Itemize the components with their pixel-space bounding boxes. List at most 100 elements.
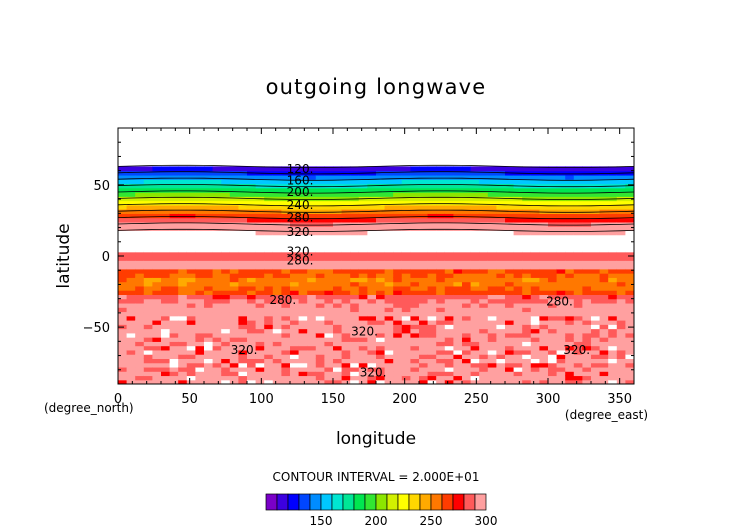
heatmap-cell [599, 247, 609, 253]
heatmap-cell [582, 311, 592, 317]
heatmap-cell [341, 324, 351, 330]
heatmap-cell [479, 337, 489, 342]
heatmap-cell [401, 183, 411, 189]
heatmap-cell [358, 230, 368, 236]
heatmap-cell [212, 358, 222, 364]
heatmap-cell [548, 375, 558, 381]
heatmap-cell [573, 213, 583, 219]
heatmap-cell [522, 256, 532, 261]
heatmap-cell [556, 379, 566, 384]
heatmap-cell [539, 281, 549, 287]
heatmap-cell [238, 332, 248, 338]
heatmap-cell [204, 230, 214, 236]
heatmap-cell [229, 238, 239, 244]
heatmap-cell [487, 213, 497, 219]
heatmap-cell [367, 375, 377, 381]
heatmap-cell [616, 234, 626, 240]
heatmap-cell [324, 362, 334, 368]
heatmap-cell [530, 187, 540, 193]
heatmap-cell [419, 200, 429, 206]
heatmap-cell [410, 234, 420, 240]
heatmap-cell [530, 209, 540, 214]
heatmap-cell [212, 256, 222, 261]
heatmap-cell [530, 243, 540, 249]
heatmap-cell [548, 217, 558, 223]
heatmap-cell [118, 371, 128, 377]
heatmap-cell [307, 375, 317, 381]
heatmap-cell [453, 179, 463, 185]
heatmap-cell [384, 281, 394, 287]
heatmap-cell [161, 332, 171, 338]
heatmap-cell [530, 324, 540, 330]
heatmap-cell [238, 277, 248, 283]
heatmap-cell [290, 358, 300, 364]
heatmap-cell [367, 354, 377, 359]
heatmap-cell [462, 332, 472, 338]
heatmap-cell [315, 332, 325, 338]
heatmap-cell [126, 311, 136, 317]
heatmap-cell [410, 281, 420, 287]
heatmap-cell [573, 170, 583, 176]
heatmap-cell [350, 277, 360, 283]
heatmap-cell [539, 349, 549, 355]
heatmap-cell [496, 251, 506, 257]
heatmap-cell [505, 375, 515, 381]
heatmap-cell [401, 238, 411, 244]
heatmap-cell [238, 345, 248, 351]
heatmap-cell [393, 213, 403, 219]
heatmap-cell [616, 281, 626, 287]
heatmap-cell [367, 268, 377, 274]
heatmap-cell [376, 379, 386, 384]
heatmap-cell [298, 187, 308, 193]
heatmap-cell [290, 332, 300, 338]
heatmap-cell [591, 213, 601, 219]
heatmap-cell [513, 260, 523, 266]
heatmap-cell [548, 170, 558, 176]
heatmap-cell [126, 349, 136, 355]
heatmap-cell [161, 200, 171, 206]
heatmap-cell [616, 337, 626, 342]
heatmap-cell [221, 375, 231, 381]
heatmap-cell [221, 328, 231, 334]
heatmap-cell [298, 366, 308, 372]
heatmap-cell [229, 179, 239, 185]
heatmap-cell [608, 345, 618, 351]
heatmap-cell [221, 260, 231, 266]
heatmap-cell [393, 371, 403, 377]
heatmap-cell [556, 213, 566, 219]
heatmap-cell [419, 221, 429, 227]
heatmap-cell [255, 345, 265, 351]
heatmap-cell [195, 273, 205, 278]
heatmap-cell [384, 170, 394, 176]
heatmap-cell [625, 337, 634, 342]
heatmap-cell [135, 230, 145, 236]
heatmap-cell [556, 230, 566, 236]
heatmap-cell [462, 209, 472, 214]
heatmap-cell [350, 298, 360, 304]
heatmap-cell [376, 200, 386, 206]
heatmap-cell [238, 341, 248, 347]
heatmap-cell [479, 192, 489, 197]
heatmap-cell [281, 302, 291, 308]
heatmap-cell [143, 371, 153, 377]
heatmap-cell [582, 332, 592, 338]
heatmap-cell [470, 170, 480, 176]
heatmap-cell [410, 290, 420, 295]
heatmap-cell [384, 192, 394, 197]
heatmap-cell [169, 251, 179, 257]
heatmap-cell [384, 196, 394, 202]
heatmap-cell [247, 217, 257, 223]
heatmap-cell [427, 204, 437, 210]
heatmap-cell [565, 324, 575, 330]
heatmap-cell [195, 179, 205, 185]
heatmap-cell [530, 285, 540, 291]
heatmap-cell [591, 328, 601, 334]
heatmap-cell [436, 341, 446, 347]
heatmap-cell [530, 307, 540, 313]
heatmap-cell [324, 196, 334, 202]
heatmap-cell [126, 302, 136, 308]
heatmap-cell [290, 213, 300, 219]
heatmap-cell [522, 345, 532, 351]
heatmap-cell [444, 328, 454, 334]
heatmap-cell [341, 251, 351, 257]
